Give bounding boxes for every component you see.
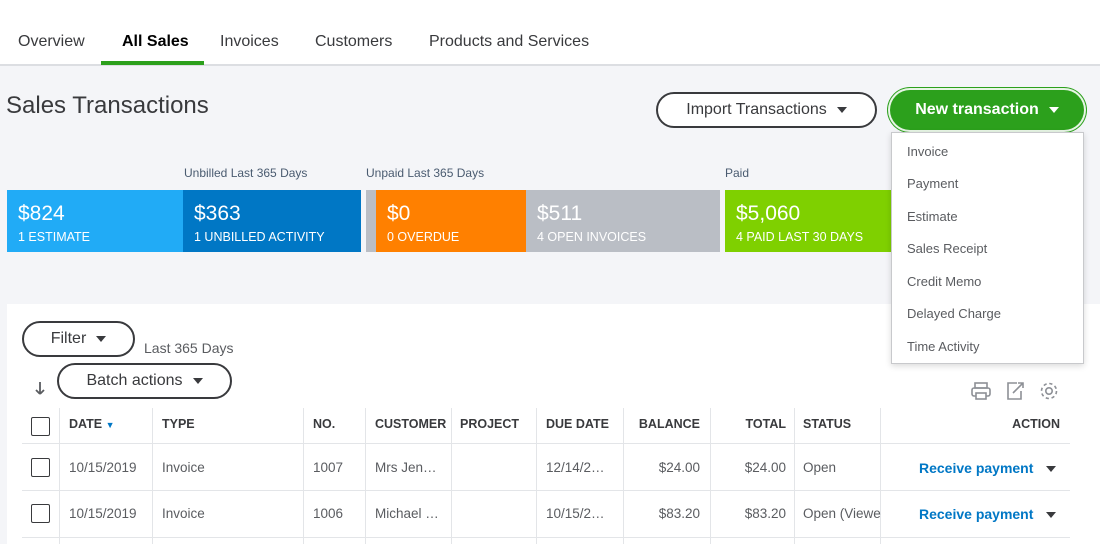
select-all-checkbox[interactable] (31, 417, 50, 436)
tab-customers[interactable]: Customers (315, 33, 393, 50)
row-due-date: 12/14/2… (546, 460, 605, 475)
menu-item-delayed-charge[interactable]: Delayed Charge (907, 306, 1001, 321)
overdue-label: 0 OVERDUE (387, 230, 460, 244)
header-customer[interactable]: CUSTOMER (375, 417, 447, 431)
batch-actions-button[interactable]: Batch actions (57, 363, 232, 399)
row-balance: $83.20 (658, 506, 700, 521)
new-transaction-button[interactable]: New transaction (890, 90, 1084, 130)
open-invoices-card[interactable]: $511 4 OPEN INVOICES (526, 190, 720, 252)
row-type: Invoice (162, 460, 205, 475)
row-date: 10/15/2019 (69, 506, 137, 521)
row-customer: Michael … (375, 506, 439, 521)
new-transaction-menu: Invoice Payment Estimate Sales Receipt C… (891, 132, 1084, 364)
column-divider (303, 408, 304, 544)
batch-actions-label: Batch actions (86, 372, 183, 389)
tab-products-and-services[interactable]: Products and Services (429, 33, 590, 50)
row-status: Open (Viewe (803, 506, 881, 521)
menu-item-credit-memo[interactable]: Credit Memo (907, 274, 982, 289)
tab-invoices[interactable]: Invoices (220, 33, 279, 50)
row-divider (22, 443, 1070, 444)
row-divider (22, 537, 1070, 538)
unpaid-bar-accent (366, 190, 376, 252)
import-transactions-label: Import Transactions (686, 101, 827, 118)
row-checkbox[interactable] (31, 504, 50, 523)
overdue-card[interactable]: $0 0 OVERDUE (376, 190, 526, 252)
open-invoices-label: 4 OPEN INVOICES (537, 230, 647, 244)
date-range-label: Last 365 Days (144, 340, 234, 356)
caption-paid: Paid (725, 166, 750, 180)
filter-button[interactable]: Filter (22, 321, 135, 357)
settings-gear-icon[interactable] (1038, 380, 1060, 402)
row-customer: Mrs Jen… (375, 460, 437, 475)
row-balance: $24.00 (658, 460, 700, 475)
row-total: $24.00 (744, 460, 786, 475)
column-divider (623, 408, 624, 544)
menu-item-invoice[interactable]: Invoice (907, 144, 949, 159)
column-divider (152, 408, 153, 544)
unbilled-amount: $363 (194, 202, 241, 225)
chevron-down-icon (1048, 107, 1059, 113)
header-total[interactable]: TOTAL (745, 417, 786, 431)
estimate-amount: $824 (18, 202, 65, 225)
caption-unpaid: Unpaid Last 365 Days (366, 166, 485, 180)
header-type[interactable]: TYPE (162, 417, 195, 431)
row-number: 1007 (313, 460, 344, 475)
header-date[interactable]: DATE ▼ (69, 417, 115, 431)
menu-item-sales-receipt[interactable]: Sales Receipt (907, 241, 988, 256)
paid-amount: $5,060 (736, 202, 801, 225)
chevron-down-icon (836, 107, 847, 113)
row-number: 1006 (313, 506, 344, 521)
column-divider (536, 408, 537, 544)
open-invoices-amount: $511 (537, 202, 583, 225)
header-project[interactable]: PROJECT (460, 417, 520, 431)
header-date-label: DATE (69, 417, 103, 431)
new-transaction-label: New transaction (915, 101, 1039, 118)
export-icon[interactable] (1004, 380, 1026, 402)
header-status[interactable]: STATUS (803, 417, 852, 431)
row-status: Open (803, 460, 837, 475)
unbilled-label: 1 UNBILLED ACTIVITY (194, 230, 325, 244)
unbilled-activity-card[interactable]: $363 1 UNBILLED ACTIVITY (183, 190, 361, 252)
menu-item-estimate[interactable]: Estimate (907, 209, 958, 224)
estimate-label: 1 ESTIMATE (18, 230, 91, 244)
sort-down-icon: ▼ (105, 420, 115, 430)
column-divider (451, 408, 452, 544)
filter-label: Filter (50, 330, 87, 347)
paid-label: 4 PAID LAST 30 DAYS (736, 230, 864, 244)
sort-arrow-icon[interactable] (33, 380, 49, 405)
row-due-date: 10/15/2… (546, 506, 605, 521)
column-divider (880, 408, 881, 544)
column-divider (794, 408, 795, 544)
tab-all-sales[interactable]: All Sales (122, 33, 189, 50)
chevron-down-icon[interactable] (1046, 512, 1056, 518)
row-type: Invoice (162, 506, 205, 521)
row-total: $83.20 (744, 506, 786, 521)
print-icon[interactable] (970, 380, 992, 402)
row-checkbox[interactable] (31, 458, 50, 477)
chevron-down-icon (192, 378, 203, 384)
header-balance[interactable]: BALANCE (638, 417, 700, 431)
header-action: ACTION (1012, 417, 1060, 431)
active-tab-indicator (101, 61, 204, 65)
import-transactions-button[interactable]: Import Transactions (656, 92, 877, 128)
top-nav: Overview All Sales Invoices Customers Pr… (0, 0, 1100, 66)
header-no[interactable]: NO. (313, 417, 336, 431)
column-divider (59, 408, 60, 544)
column-divider (365, 408, 366, 544)
menu-item-time-activity[interactable]: Time Activity (907, 339, 980, 354)
receive-payment-link[interactable]: Receive payment (919, 460, 1034, 476)
caption-unbilled: Unbilled Last 365 Days (184, 166, 308, 180)
row-date: 10/15/2019 (69, 460, 137, 475)
overdue-amount: $0 (387, 202, 411, 225)
page-title: Sales Transactions (6, 92, 209, 119)
chevron-down-icon[interactable] (1046, 466, 1056, 472)
row-divider (22, 490, 1070, 491)
column-divider (710, 408, 711, 544)
estimate-card[interactable]: $824 1 ESTIMATE (7, 190, 183, 252)
tab-overview[interactable]: Overview (18, 33, 85, 50)
receive-payment-link[interactable]: Receive payment (919, 506, 1034, 522)
header-due-date[interactable]: DUE DATE (546, 417, 609, 431)
chevron-down-icon (96, 336, 107, 342)
menu-item-payment[interactable]: Payment (907, 176, 959, 191)
